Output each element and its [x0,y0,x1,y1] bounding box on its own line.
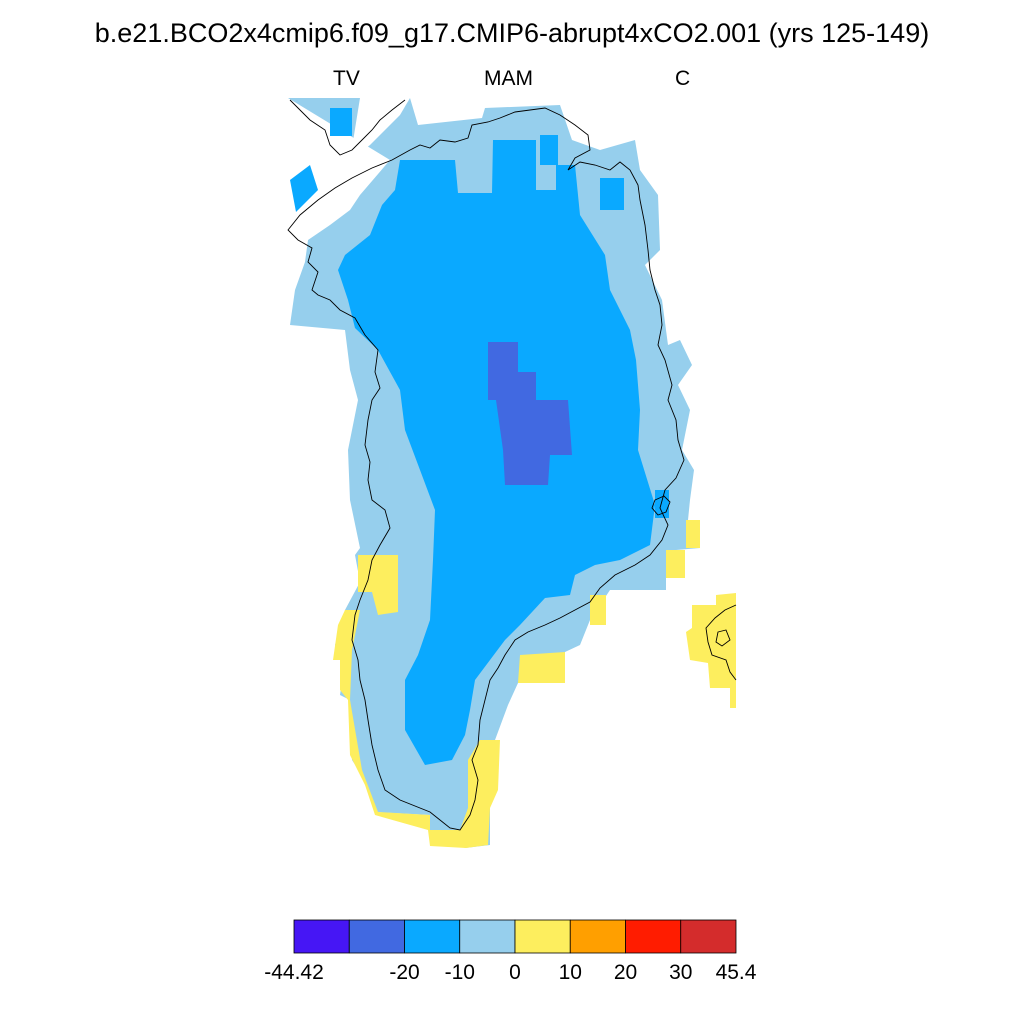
plot-title: b.e21.BCO2x4cmip6.f09_g17.CMIP6-abrupt4x… [94,18,930,48]
colorbar-tick-label: 30 [669,961,693,984]
colorbar-bin [625,919,682,954]
left-string-label: TV [333,67,360,90]
field-patch [330,108,352,136]
colorbar-bin [680,919,737,954]
map-field [288,98,736,848]
field-patch [290,165,318,212]
colorbar-bin [459,919,516,954]
field-yellow-southwest [358,555,398,615]
colorbar-bin [514,919,571,954]
field-gap [350,98,410,160]
field-medium-blue [338,140,655,765]
colorbar-tick-label: 0 [509,961,521,984]
colorbar-tick-label: -10 [444,961,475,984]
field-yellow-southeast [518,652,565,683]
colorbar-tick-label: -20 [389,961,420,984]
colorbar [293,919,737,954]
field-yellow-southeast-2 [590,595,606,625]
coastline [287,99,737,831]
right-string-label: C [675,67,691,90]
coastline-iceland-inner [715,629,731,647]
center-string-label: MAM [484,67,533,90]
coastline-north-fjord [289,99,406,156]
colorbar-bin [348,919,405,954]
field-patch [540,135,558,165]
colorbar-tick-label: 45.4 [715,961,757,984]
colorbar-tick-label: 10 [558,961,582,984]
field-gap [325,170,360,205]
coastline-iceland [705,604,737,681]
colorbar-tick-label: 20 [613,961,638,984]
field-patch [600,178,624,210]
colorbar-bin [569,919,626,954]
colorbar-tick-label: -44.42 [264,961,324,984]
coastline-greenland [287,107,685,831]
field-dark-blue [488,342,572,485]
field-yellow-east-2 [666,550,685,578]
field-yellow-west [333,610,500,848]
colorbar-bin [293,919,350,954]
colorbar-bin [404,919,461,954]
coastline-east-detail [651,495,671,516]
field-yellow-east [686,520,700,548]
